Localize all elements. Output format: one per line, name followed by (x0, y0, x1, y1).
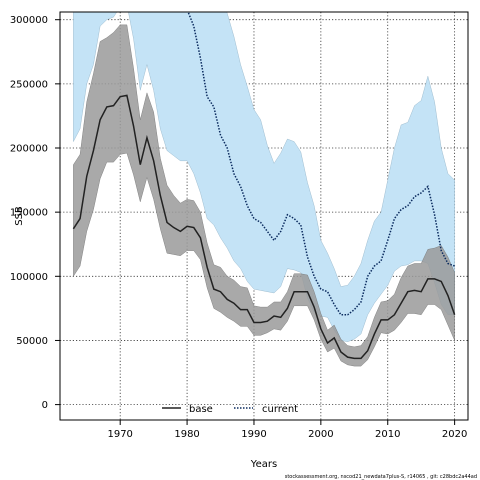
x-tick-label: 1970 (107, 429, 132, 440)
y-axis-ticks: 0 50000 100000 150000 200000 250000 300000 (10, 15, 60, 411)
y-tick-label: 0 (42, 400, 48, 411)
legend-label-current: current (262, 404, 298, 415)
confidence-bands (73, 12, 455, 367)
x-tick-label: 2010 (375, 429, 400, 440)
x-axis-label: Years (250, 459, 277, 470)
legend: base current (162, 404, 298, 415)
series-lines (72, 12, 456, 360)
line-base (72, 94, 456, 360)
y-tick-label: 300000 (10, 15, 48, 26)
y-tick-label: 100000 (10, 272, 48, 283)
x-tick-label: 1980 (174, 429, 199, 440)
x-tick-label: 2020 (442, 429, 467, 440)
plot-frame (59, 11, 469, 421)
y-tick-label: 200000 (10, 144, 48, 155)
caption-text: stockassessment.org, nscod21_newdata7plu… (285, 474, 477, 480)
band-base (73, 24, 455, 367)
x-tick-label: 1990 (241, 429, 266, 440)
y-axis-label: SSB (14, 206, 25, 226)
y-tick-label: 250000 (10, 79, 48, 90)
x-axis-ticks: 1970 1980 1990 2000 2010 2020 (107, 420, 467, 440)
y-tick-label: 150000 (10, 208, 48, 219)
y-tick-label: 50000 (16, 336, 48, 347)
x-tick-label: 2000 (308, 429, 333, 440)
legend-label-base: base (189, 404, 213, 415)
grid (60, 12, 468, 420)
